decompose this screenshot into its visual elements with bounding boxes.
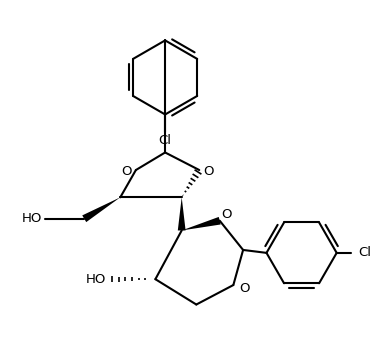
Text: O: O bbox=[239, 282, 250, 295]
Text: O: O bbox=[222, 208, 232, 221]
Text: Cl: Cl bbox=[159, 134, 172, 147]
Text: HO: HO bbox=[85, 273, 106, 286]
Text: O: O bbox=[122, 165, 132, 177]
Text: HO: HO bbox=[22, 212, 42, 225]
Text: Cl: Cl bbox=[358, 246, 371, 259]
Text: O: O bbox=[203, 165, 214, 177]
Polygon shape bbox=[182, 217, 221, 231]
Polygon shape bbox=[178, 197, 186, 231]
Polygon shape bbox=[82, 197, 120, 222]
